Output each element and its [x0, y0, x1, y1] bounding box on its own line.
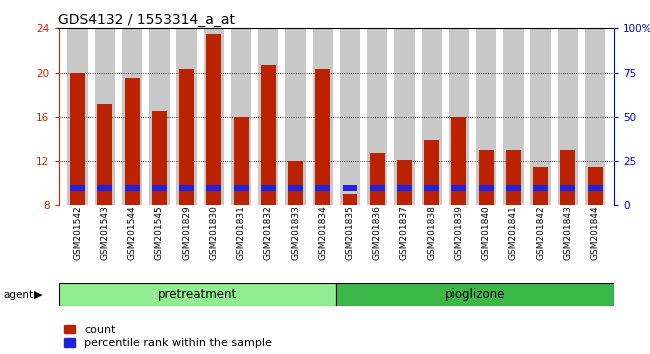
Text: GDS4132 / 1553314_a_at: GDS4132 / 1553314_a_at: [58, 13, 235, 27]
Bar: [70, 185, 85, 191]
Text: ▶: ▶: [34, 290, 42, 299]
Bar: [533, 185, 548, 191]
Bar: [125, 185, 140, 191]
Bar: [95, 28, 115, 205]
Bar: [203, 28, 224, 205]
Text: GSM201840: GSM201840: [482, 205, 491, 260]
Bar: [315, 69, 330, 205]
Bar: [478, 150, 494, 205]
Text: GSM201543: GSM201543: [100, 205, 109, 260]
Bar: [424, 140, 439, 205]
Text: GSM201829: GSM201829: [182, 205, 191, 260]
Text: GSM201842: GSM201842: [536, 205, 545, 260]
Bar: [149, 28, 170, 205]
Bar: [315, 185, 330, 191]
Text: agent: agent: [3, 290, 33, 299]
Bar: [343, 194, 358, 205]
Bar: [70, 73, 85, 205]
Bar: [206, 34, 221, 205]
Bar: [476, 28, 497, 205]
Bar: [397, 160, 412, 205]
Bar: [261, 65, 276, 205]
Bar: [98, 104, 112, 205]
Bar: [313, 28, 333, 205]
Bar: [288, 161, 303, 205]
Bar: [98, 185, 112, 191]
Bar: [261, 185, 276, 191]
Bar: [231, 28, 252, 205]
Bar: [152, 185, 167, 191]
Bar: [206, 185, 221, 191]
Bar: [395, 28, 415, 205]
Bar: [530, 28, 551, 205]
Bar: [560, 150, 575, 205]
Bar: [343, 185, 358, 191]
Bar: [424, 185, 439, 191]
Bar: [506, 185, 521, 191]
Bar: [125, 78, 140, 205]
Text: GSM201839: GSM201839: [454, 205, 463, 260]
Text: GSM201833: GSM201833: [291, 205, 300, 260]
Legend: count, percentile rank within the sample: count, percentile rank within the sample: [64, 325, 272, 348]
Bar: [588, 167, 603, 205]
Text: GSM201836: GSM201836: [372, 205, 382, 260]
Text: GSM201834: GSM201834: [318, 205, 327, 260]
Text: GSM201844: GSM201844: [591, 205, 600, 260]
Bar: [370, 153, 385, 205]
Text: GSM201838: GSM201838: [427, 205, 436, 260]
Bar: [533, 167, 548, 205]
Bar: [68, 28, 88, 205]
Bar: [179, 185, 194, 191]
Bar: [478, 185, 494, 191]
Text: GSM201841: GSM201841: [509, 205, 518, 260]
Bar: [506, 150, 521, 205]
Text: GSM201835: GSM201835: [346, 205, 354, 260]
FancyBboxPatch shape: [58, 283, 337, 306]
Text: GSM201832: GSM201832: [264, 205, 273, 260]
Bar: [122, 28, 142, 205]
Text: GSM201831: GSM201831: [237, 205, 246, 260]
Bar: [370, 185, 385, 191]
Text: pioglizone: pioglizone: [445, 288, 506, 301]
Text: GSM201542: GSM201542: [73, 205, 82, 260]
Bar: [179, 69, 194, 205]
Text: GSM201544: GSM201544: [127, 205, 136, 260]
Bar: [285, 28, 306, 205]
Text: GSM201545: GSM201545: [155, 205, 164, 260]
Bar: [558, 28, 578, 205]
Bar: [397, 185, 412, 191]
Bar: [152, 111, 167, 205]
FancyBboxPatch shape: [337, 283, 614, 306]
Bar: [560, 185, 575, 191]
Bar: [340, 28, 360, 205]
Bar: [452, 117, 467, 205]
Bar: [452, 185, 467, 191]
Text: GSM201830: GSM201830: [209, 205, 218, 260]
Bar: [233, 185, 248, 191]
Bar: [448, 28, 469, 205]
Bar: [288, 185, 303, 191]
Bar: [367, 28, 387, 205]
Text: pretreatment: pretreatment: [158, 288, 237, 301]
Bar: [176, 28, 197, 205]
Bar: [421, 28, 442, 205]
Text: GSM201837: GSM201837: [400, 205, 409, 260]
Bar: [258, 28, 278, 205]
Bar: [503, 28, 524, 205]
Bar: [588, 185, 603, 191]
Text: GSM201843: GSM201843: [564, 205, 573, 260]
Bar: [233, 117, 248, 205]
Bar: [585, 28, 605, 205]
